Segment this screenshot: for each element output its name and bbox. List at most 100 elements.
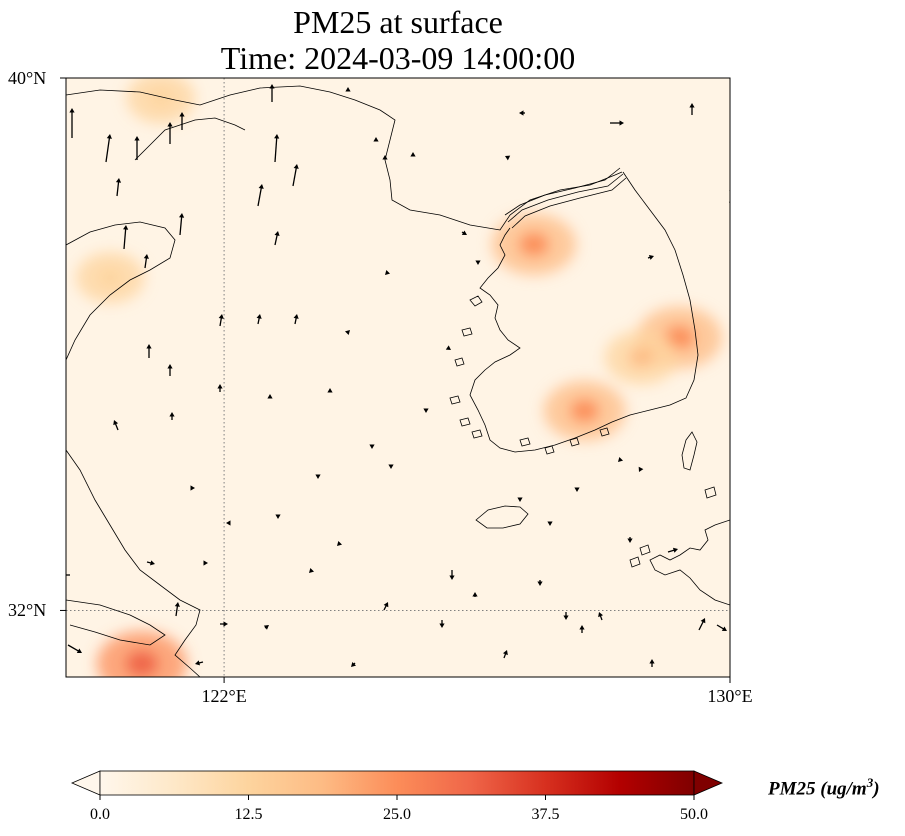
wind-vector-arrow-icon [519,110,525,116]
map-panel [60,77,731,683]
wind-vector-arrow-icon [256,314,262,325]
gridlines [66,78,730,677]
wind-vector-arrow-icon [146,560,155,566]
colorbar-ticks [99,795,695,800]
wind-vector-arrow-icon [113,420,119,431]
wind-vector-arrow-icon [293,314,299,325]
wind-vector-arrow-icon [716,624,727,631]
wind-vector-arrow-icon [547,521,553,526]
colorbar-tick-label: 50.0 [680,806,708,823]
wind-vector-arrow-icon [382,155,388,160]
wind-vector-arrow-icon [123,225,129,250]
wind-vector-arrow-icon [105,134,112,163]
wind-vector-arrow-icon [647,254,654,260]
lon-label: 130°E [707,686,753,706]
wind-vector-arrow-icon [369,444,375,449]
wind-vector-arrow-icon [190,485,195,491]
pm25-hotspot-core-5 [149,89,173,107]
wind-vector-arrow-icon [383,602,389,611]
pm25-concentration-field [75,78,723,677]
wind-vector-arrow-icon [327,388,333,393]
wind-vector-arrow-icon [174,602,180,617]
wind-vectors [66,84,730,667]
colorbar-min-extension [70,770,101,796]
wind-vector-arrow-icon [698,618,706,631]
wind-vector-arrow-icon [475,260,481,265]
wind-vector-arrow-icon [461,230,467,235]
wind-vector-arrow-icon [579,625,585,633]
border-korea [504,167,627,229]
pm25-hotspot-core-6 [98,268,122,287]
wind-vector-arrow-icon [373,137,379,142]
wind-vector-arrow-icon [423,408,429,413]
coastline-jeju [475,505,529,529]
wind-vector-arrow-icon [274,134,280,163]
wind-vector-arrow-icon [627,537,633,543]
wind-vector-arrow-icon [574,487,580,492]
wind-vector-arrow-icon [179,112,185,130]
wind-vector-arrow-icon [146,344,152,358]
wind-vector-arrow-icon [385,269,391,275]
wind-vector-arrow-icon [169,412,175,420]
coastline-liaodong-south [134,117,246,161]
axis-ticks [60,77,731,683]
pm25-hotspot-core-3 [570,399,599,422]
lat-label: 40°N [8,68,47,88]
coastline-korea [469,171,699,453]
wind-vector-arrow-icon [203,560,208,566]
wind-vector-arrow-icon [517,497,523,502]
wind-vector-arrow-icon [69,108,75,138]
wind-vector-arrow-icon [445,345,451,350]
wind-vector-arrow-icon [337,540,343,546]
coastlines [66,85,730,677]
wind-vector-arrow-icon [143,254,149,269]
wind-vector-arrow-icon [134,136,140,160]
wind-vector-arrow-icon [344,330,350,336]
wind-vector-arrow-icon [269,84,275,102]
wind-vector-arrow-icon [274,231,280,246]
wind-vector-arrow-icon [563,612,569,620]
wind-vector-arrow-icon [638,466,644,472]
wind-vector-arrow-icon [292,164,299,187]
wind-vector-arrow-icon [218,314,224,327]
wind-vector-arrow-icon [195,660,204,666]
wind-vector-arrow-icon [217,384,223,392]
wind-vector-arrow-icon [67,644,82,654]
wind-vector-arrow-icon [439,620,445,628]
wind-vector-arrow-icon [598,612,604,621]
coastline-tsushima [681,431,698,471]
wind-vector-arrow-icon [689,103,695,115]
plot-title-line1: PM25 at surface [293,4,503,40]
wind-vector-arrow-icon [115,178,122,197]
colorbar-tick-label: 37.5 [531,806,560,823]
wind-vector-arrow-icon [502,650,508,659]
wind-vector-arrow-icon [315,474,321,479]
coastline-shandong [66,221,176,361]
lon-label: 122°E [201,686,247,706]
colorbar [70,770,724,800]
plot-title-line2: Time: 2024-03-09 14:00:00 [220,40,576,76]
wind-vector-arrow-icon [537,580,543,586]
pm25-hotspot-core-1 [519,232,549,256]
coastline-yangtze-mouth [66,599,166,646]
wind-vector-arrow-icon [410,152,416,157]
wind-vector-arrow-icon [220,621,228,627]
wind-vector-arrow-icon [309,567,315,573]
wind-vector-arrow-icon [345,87,351,92]
wind-vector-arrow-icon [610,120,624,126]
coastline-jiangsu [66,449,201,677]
wind-vector-arrow-icon [226,520,231,526]
colorbar-label: PM25 (ug/m3) [768,775,880,800]
wind-vector-arrow-icon [167,122,173,144]
pm25-hotspot-core-0 [125,651,158,677]
wind-vector-arrow-icon [167,364,173,376]
lat-label: 32°N [8,600,47,621]
coastline-kyushu [649,519,730,606]
wind-vector-arrow-icon [667,547,678,553]
wind-vector-arrow-icon [649,659,655,667]
colorbar-gradient [99,770,695,796]
wind-vector-arrow-icon [179,213,185,236]
wind-vector-arrow-icon [472,592,478,597]
wind-vector-arrow-icon [449,570,455,580]
